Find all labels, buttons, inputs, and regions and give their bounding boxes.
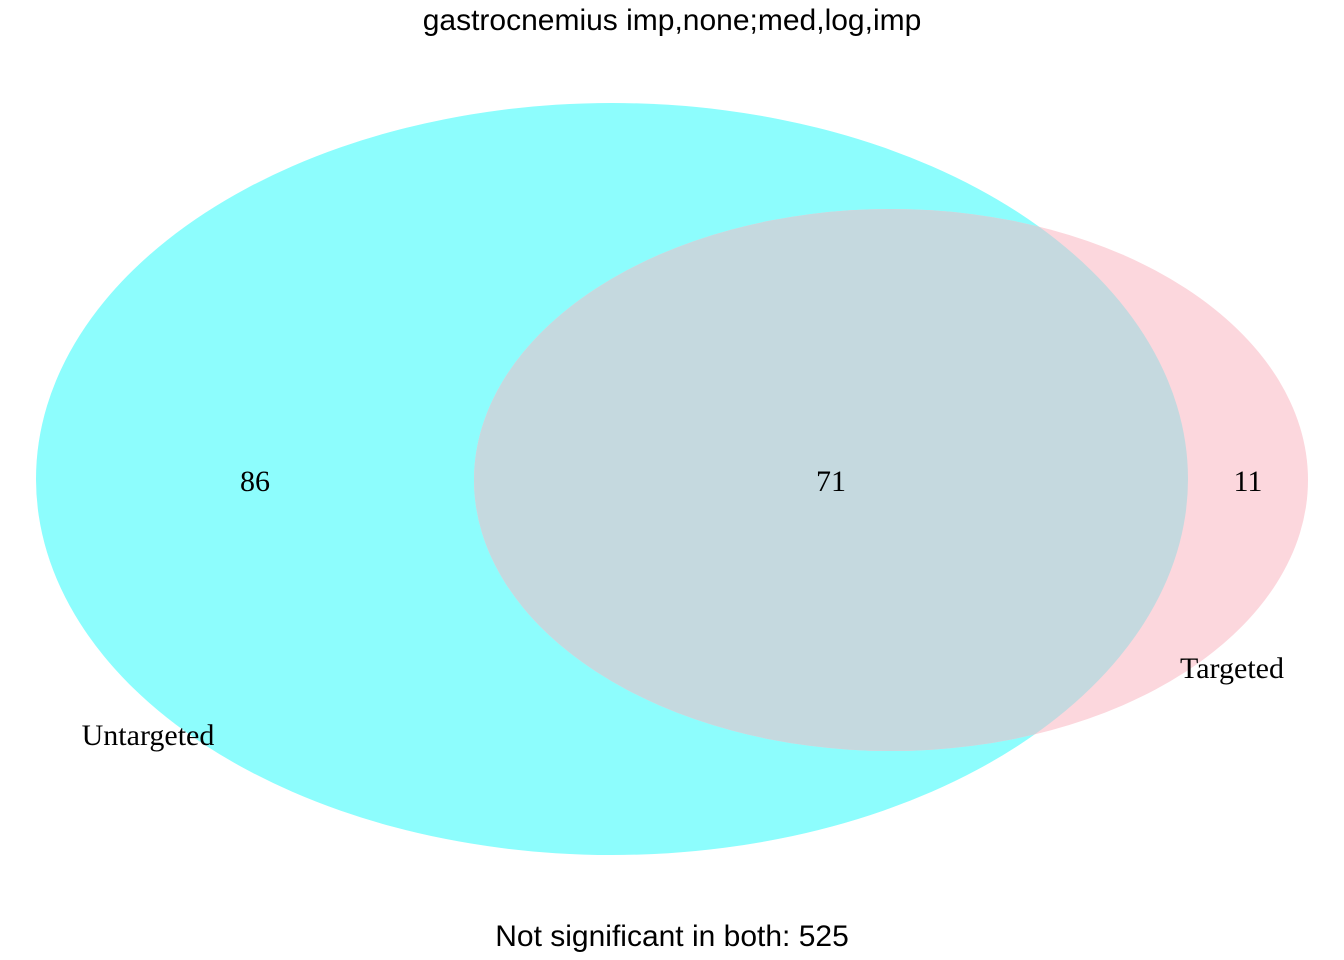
targeted-only-count: 11 (1234, 465, 1263, 498)
overlap-count: 71 (816, 465, 846, 498)
targeted-set-label: Targeted (1180, 652, 1284, 685)
overlap-region (474, 209, 1188, 751)
diagram-title: gastrocnemius imp,none;med,log,imp (422, 4, 922, 37)
untargeted-set-label: Untargeted (82, 719, 215, 752)
not-significant-summary: Not significant in both: 525 (495, 920, 849, 953)
untargeted-only-count: 86 (240, 465, 270, 498)
